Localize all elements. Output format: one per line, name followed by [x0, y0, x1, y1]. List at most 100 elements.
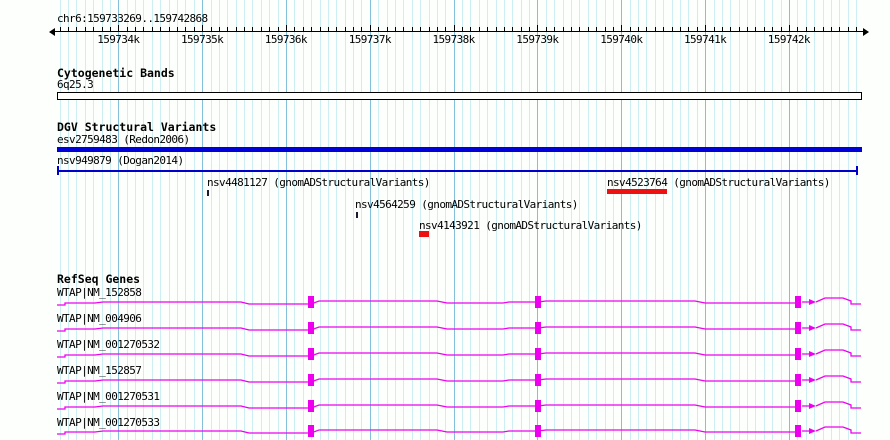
exon-box[interactable] [795, 425, 801, 437]
variant-label[interactable]: nsv4564259 (gnomADStructuralVariants) [355, 198, 578, 211]
grid-minor-line [84, 0, 86, 440]
exon-box[interactable] [535, 348, 541, 360]
exon-box[interactable] [795, 322, 801, 334]
ruler-minor-tick [814, 27, 816, 31]
ruler-minor-tick [411, 27, 413, 31]
ruler-minor-tick [587, 27, 589, 31]
grid-minor-line [227, 0, 229, 440]
variant-label[interactable]: nsv4481127 (gnomADStructuralVariants) [207, 176, 430, 189]
ruler-tick-label: 159737k [348, 33, 392, 46]
exon-box[interactable] [308, 348, 314, 360]
variant-bar[interactable] [607, 189, 667, 194]
dgv-track-title: DGV Structural Variants [57, 120, 217, 134]
exon-box[interactable] [795, 348, 801, 360]
exon-box[interactable] [535, 322, 541, 334]
grid-minor-line [210, 0, 212, 440]
ruler-minor-tick [420, 27, 422, 31]
ruler-minor-tick [554, 27, 556, 31]
grid-minor-line [59, 0, 61, 440]
exon-box[interactable] [535, 400, 541, 412]
grid-minor-line [604, 0, 606, 440]
grid-major-line [537, 0, 539, 440]
grid-minor-line [101, 0, 103, 440]
transcript-label[interactable]: WTAP|NM_001270532 [57, 338, 160, 351]
ruler-minor-tick [235, 27, 237, 31]
ruler-minor-tick [361, 27, 363, 31]
ruler-minor-tick [805, 27, 807, 31]
ruler-line[interactable] [51, 31, 867, 32]
variant-line[interactable] [57, 170, 858, 172]
exon-box[interactable] [795, 400, 801, 412]
gene-model[interactable] [57, 346, 861, 363]
variant-label[interactable]: esv2759483 (Redon2006) [57, 133, 190, 146]
exon-box[interactable] [795, 296, 801, 308]
exon-box[interactable] [535, 425, 541, 437]
ruler-minor-tick [721, 27, 723, 31]
grid-minor-line [797, 0, 799, 440]
transcript-label[interactable]: WTAP|NM_001270531 [57, 390, 160, 403]
grid-minor-line [76, 0, 78, 440]
variant-end-tick [856, 166, 858, 175]
variant-label[interactable]: nsv4523764 (gnomADStructuralVariants) [607, 176, 830, 189]
gene-model[interactable] [57, 294, 861, 311]
ruler-minor-tick [244, 27, 245, 31]
grid-minor-line [856, 0, 857, 440]
transcript-label[interactable]: WTAP|NM_004906 [57, 312, 142, 325]
exon-box[interactable] [308, 296, 314, 308]
grid-minor-line [847, 0, 849, 440]
ruler-minor-tick [160, 27, 162, 31]
grid-minor-line [520, 0, 522, 440]
exon-box[interactable] [535, 374, 541, 386]
grid-minor-line [830, 0, 832, 440]
grid-major-line [118, 0, 120, 440]
position-label: chr6:159733269..159742868 [57, 12, 208, 25]
variant-bar[interactable] [57, 147, 862, 152]
variant-tick[interactable] [356, 212, 358, 218]
cytoband-rect[interactable] [57, 92, 862, 100]
transcript-label[interactable]: WTAP|NM_152857 [57, 364, 142, 377]
cytoband-label: 6q25.3 [57, 78, 94, 91]
grid-minor-line [319, 0, 321, 440]
ruler-tick-label: 159740k [600, 33, 643, 46]
grid-major-line [369, 0, 371, 440]
gene-model[interactable] [57, 423, 861, 440]
ruler-minor-tick [143, 27, 145, 31]
gene-model[interactable] [57, 372, 861, 389]
grid-minor-line [160, 0, 162, 440]
variant-bar[interactable] [419, 231, 429, 237]
gene-model[interactable] [57, 398, 861, 415]
exon-box[interactable] [535, 296, 541, 308]
strand-arrow-icon [809, 351, 816, 357]
ruler-minor-tick [579, 27, 581, 31]
exon-box[interactable] [308, 322, 314, 334]
ruler-minor-tick [126, 27, 128, 31]
ruler-tick-label: 159739k [516, 33, 559, 46]
gene-model[interactable] [57, 320, 861, 337]
ruler-minor-tick [277, 27, 279, 31]
ruler-minor-tick [193, 27, 195, 31]
grid-minor-line [721, 0, 723, 440]
ruler-minor-tick [210, 27, 212, 31]
variant-tick[interactable] [207, 190, 209, 196]
grid-minor-line [260, 0, 262, 440]
grid-minor-line [696, 0, 698, 440]
exon-box[interactable] [308, 400, 314, 412]
grid-minor-line [93, 0, 95, 440]
variant-label[interactable]: nsv949879 (Dogan2014) [57, 154, 184, 167]
strand-arrow-icon [809, 403, 816, 409]
grid-minor-line [311, 0, 313, 440]
grid-minor-line [428, 0, 430, 440]
variant-label[interactable]: nsv4143921 (gnomADStructuralVariants) [419, 219, 642, 232]
strand-arrow-icon [809, 299, 816, 305]
refseq-track-title: RefSeq Genes [57, 272, 141, 286]
ruler-minor-tick [646, 27, 648, 31]
ruler-minor-tick [478, 27, 480, 31]
exon-box[interactable] [795, 374, 801, 386]
grid-minor-line [411, 0, 413, 440]
transcript-label[interactable]: WTAP|NM_001270533 [57, 416, 160, 429]
exon-box[interactable] [308, 374, 314, 386]
transcript-label[interactable]: WTAP|NM_152858 [57, 286, 142, 299]
grid-minor-line [487, 0, 489, 440]
exon-box[interactable] [308, 425, 314, 437]
ruler-minor-tick [671, 27, 673, 31]
